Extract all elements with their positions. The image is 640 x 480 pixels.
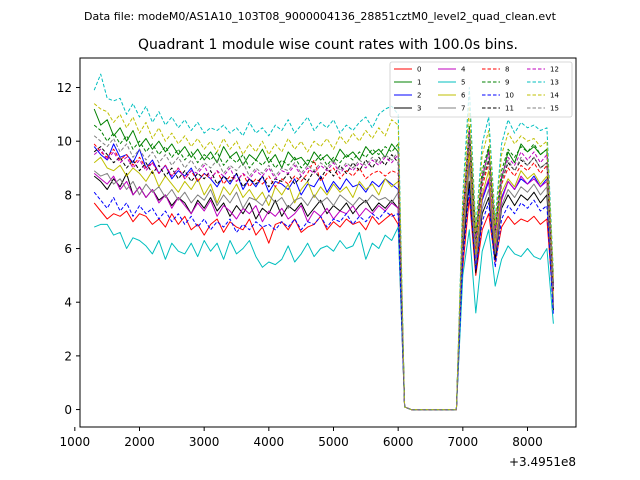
x-axis: 1000 2000 3000 4000 5000 6000 7000 8000 — [60, 427, 543, 449]
series-line-12 — [93, 130, 554, 411]
legend-label-6: 6 — [461, 92, 466, 100]
y-tick-label: 8 — [64, 188, 72, 202]
y-tick-label: 12 — [57, 81, 72, 95]
series-line-14 — [93, 103, 554, 411]
series-line-0 — [93, 197, 554, 411]
legend-label-4: 4 — [461, 66, 466, 74]
legend-label-13: 13 — [550, 79, 559, 87]
series-line-9 — [93, 124, 554, 411]
legend-label-5: 5 — [461, 79, 465, 87]
legend-label-14: 14 — [550, 92, 559, 100]
legend-label-2: 2 — [417, 92, 421, 100]
x-tick-label: 3000 — [189, 435, 220, 449]
legend-label-7: 7 — [461, 105, 465, 113]
series-line-3 — [93, 172, 554, 411]
y-tick-label: 6 — [64, 242, 72, 256]
legend-label-15: 15 — [550, 105, 559, 113]
series-line-13 — [93, 73, 554, 411]
legend-label-10: 10 — [505, 92, 514, 100]
series-line-5 — [94, 223, 554, 411]
series-line-2 — [93, 143, 554, 411]
x-tick-label: 8000 — [512, 435, 543, 449]
x-tick-label: 1000 — [60, 435, 91, 449]
x-tick-label: 4000 — [254, 435, 285, 449]
x-offset-label: +3.4951e8 — [509, 455, 576, 469]
y-tick-label: 2 — [64, 349, 72, 363]
legend-label-8: 8 — [505, 66, 509, 74]
y-tick-label: 0 — [64, 403, 72, 417]
y-tick-label: 10 — [57, 135, 72, 149]
series-line-10 — [93, 189, 554, 411]
series-line-1 — [93, 108, 554, 411]
legend-label-1: 1 — [417, 79, 421, 87]
plot-area — [93, 73, 554, 411]
legend-label-3: 3 — [417, 105, 421, 113]
y-tick-label: 4 — [64, 296, 72, 310]
x-tick-label: 6000 — [383, 435, 414, 449]
y-axis: 0 2 4 6 8 10 12 — [57, 81, 80, 417]
series-line-6 — [93, 151, 554, 411]
legend-box — [389, 61, 573, 118]
x-tick-label: 7000 — [448, 435, 479, 449]
series-line-8 — [93, 140, 554, 411]
series-line-15 — [93, 135, 554, 411]
legend-label-0: 0 — [417, 66, 421, 74]
legend-label-11: 11 — [505, 105, 514, 113]
axes-frame — [79, 57, 577, 428]
x-tick-label: 2000 — [124, 435, 155, 449]
x-tick-label: 5000 — [318, 435, 349, 449]
suptitle: Data file: modeM0/AS1A10_103T08_90000041… — [84, 10, 557, 23]
legend-label-9: 9 — [505, 79, 509, 87]
chart-title: Quadrant 1 module wise count rates with … — [138, 37, 518, 53]
legend-label-12: 12 — [550, 66, 559, 74]
series-line-7 — [93, 167, 554, 411]
